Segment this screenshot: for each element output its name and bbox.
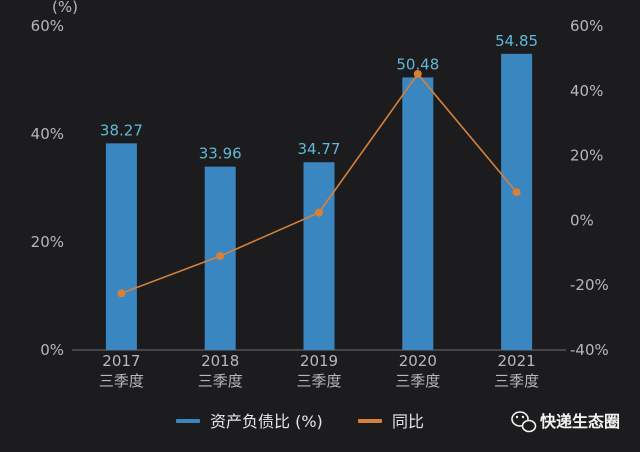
yoy-point (315, 208, 323, 217)
bar (501, 53, 533, 351)
y-left-tick-label: 0% (40, 341, 64, 359)
x-tick-label-year: 2021 (498, 352, 536, 370)
y-right-tick-label: 20% (570, 147, 603, 165)
legend-bar-label: 资产负债比 (%) (210, 412, 323, 431)
x-tick-label-year: 2020 (399, 352, 437, 370)
line-layer (117, 69, 521, 298)
legend-line-label: 同比 (392, 412, 424, 431)
y-right-tick-label: -20% (570, 276, 609, 294)
legend-bar-swatch (176, 419, 200, 423)
bar-data-label: 54.85 (495, 32, 538, 50)
bar-data-label: 38.27 (100, 121, 143, 139)
bar-data-label: 34.77 (298, 140, 341, 158)
yoy-point (512, 188, 521, 197)
y-left-unit-label: (%) (52, 0, 78, 16)
bars-layer (105, 53, 533, 351)
x-tick-label-year: 2019 (300, 352, 338, 370)
legend-line-swatch (358, 419, 382, 423)
x-tick-label-year: 2017 (102, 352, 140, 370)
brand-label: 快递生态圈 (540, 412, 620, 431)
wechat-icon (511, 411, 537, 433)
bar-data-label: 50.48 (396, 55, 439, 73)
y-right-tick-label: 40% (570, 82, 603, 100)
y-left-tick-label: 20% (31, 233, 64, 251)
y-left-tick-label: 40% (31, 125, 64, 143)
bar (402, 77, 434, 351)
x-tick-label-period: 三季度 (395, 372, 440, 390)
yoy-point (413, 69, 422, 78)
bar (105, 143, 137, 350)
y-right-tick-label: 0% (570, 211, 594, 229)
y-right-tick-label: 60% (570, 17, 603, 35)
labels-layer: 38.27 33.96 34.77 50.48 54.85 (100, 32, 538, 163)
x-tick-label-period: 三季度 (296, 372, 341, 390)
yoy-point (117, 289, 126, 298)
bar (303, 162, 335, 350)
brand-watermark: 快递生态圈 (511, 411, 620, 433)
bar-data-label: 33.96 (199, 145, 242, 163)
legend: 资产负债比 (%) 同比 (176, 412, 424, 431)
x-tick-label-period: 三季度 (198, 372, 243, 390)
y-right-tick-label: -40% (570, 341, 609, 359)
x-tick-label-period: 三季度 (494, 372, 539, 390)
y-left-tick-label: 60% (31, 17, 64, 35)
x-tick-label-year: 2018 (201, 352, 239, 370)
x-tick-label-period: 三季度 (99, 372, 144, 390)
axes-layer: 0% 20% 40% 60% -40% -20% 0% 20% 40% 60% 2017 三季度 201… (31, 17, 609, 390)
yoy-point (216, 252, 225, 261)
